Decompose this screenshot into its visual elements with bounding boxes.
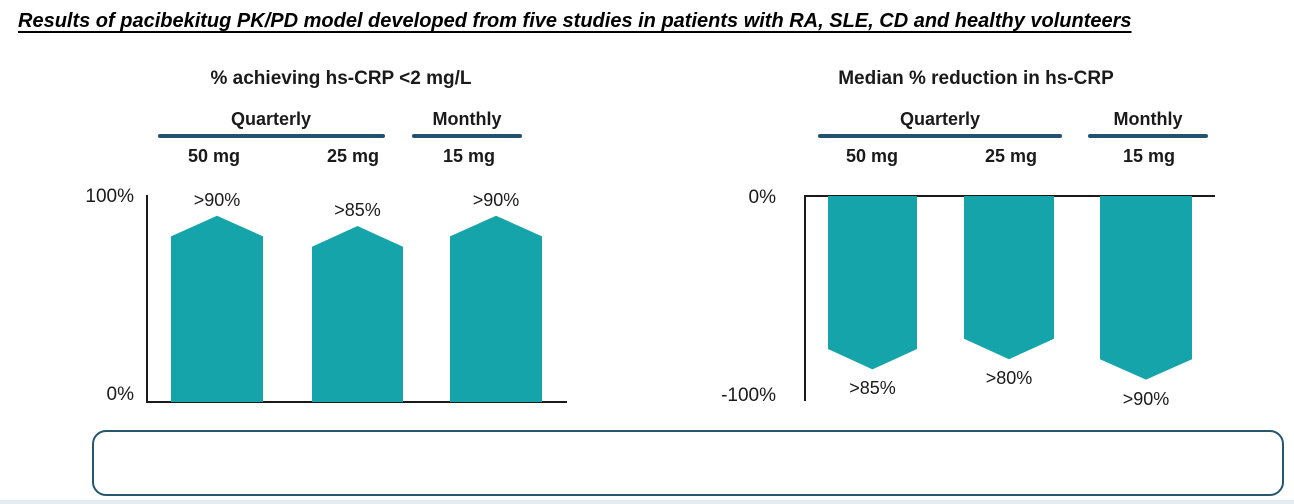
bar-value-label: >85% [849,378,896,399]
page-title: Results of pacibekitug PK/PD model devel… [18,10,1132,32]
bar-value-label: >80% [985,368,1033,389]
bar-value-label: >90% [193,189,241,210]
footnote-box: Ziltivekimab 15 mg monthly1 % achieving … [92,430,1284,496]
left-chart-ymax-label: 100% [85,186,134,207]
bar-50-mg-quarterly [171,215,263,402]
left-chart-dose-15mg: 15 mg [442,146,496,166]
right-chart-y-axis [804,196,806,401]
right-chart-monthly-underline [1088,134,1208,138]
right-chart-title: Median % reduction in hs-CRP [838,68,1114,89]
bar-value-label: >90% [472,189,520,210]
left-chart-quarterly-underline [158,134,385,138]
left-chart-title: % achieving hs-CRP <2 mg/L [210,68,472,89]
left-chart-y-axis [146,195,148,403]
left-chart-group-quarterly: Quarterly [230,109,312,129]
bar-value-label: >85% [334,200,381,221]
right-chart-ymin-label: -100% [721,385,776,406]
left-chart-ymin-label: 0% [106,384,134,405]
right-chart-group-monthly: Monthly [1113,109,1183,129]
right-chart-dose-15mg: 15 mg [1122,146,1176,166]
bar-15-mg-monthly [1100,196,1192,380]
left-chart-monthly-underline [412,134,522,138]
left-chart-group-monthly: Monthly [432,109,502,129]
left-chart-dose-50mg: 50 mg [187,146,241,166]
left-chart-baseline [146,401,567,403]
bar-50-mg-quarterly [828,196,917,370]
left-chart-dose-25mg: 25 mg [326,146,380,166]
right-chart-group-quarterly: Quarterly [899,109,981,129]
bar-15-mg-monthly [450,215,542,402]
right-chart-dose-25mg: 25 mg [984,146,1038,166]
right-chart-dose-50mg: 50 mg [845,146,899,166]
right-chart-ymax-label: 0% [748,187,776,208]
right-chart-quarterly-underline [818,134,1062,138]
bar-value-label: >90% [1122,388,1170,409]
bottom-edge-strip [0,500,1294,504]
bar-25-mg-quarterly [312,226,403,402]
bar-25-mg-quarterly [964,196,1054,360]
